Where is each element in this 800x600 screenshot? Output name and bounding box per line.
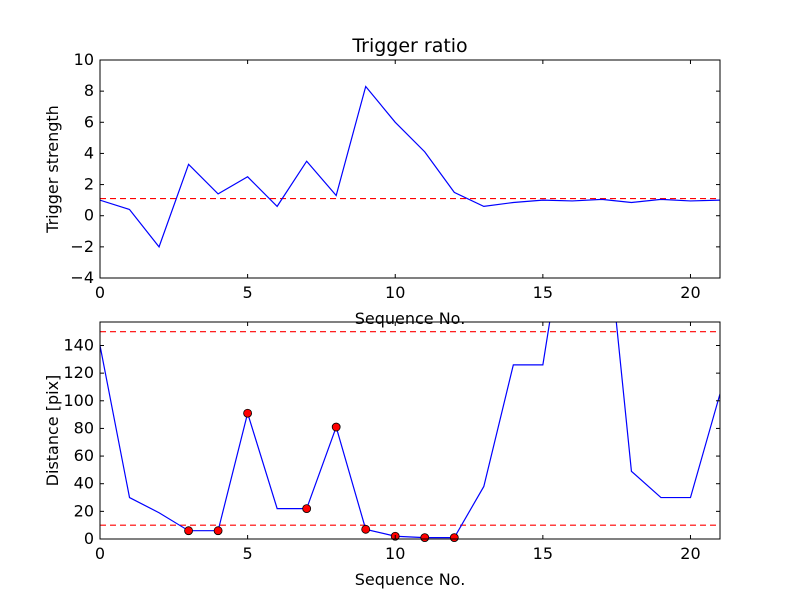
top-y-tick-label: 8 — [84, 81, 94, 100]
bottom-plot-panel: 0 5 10 15 20 0 20 40 60 80 100 120 140 Sequence No. Di… — [43, 321, 721, 589]
bottom-y-axis-label: Distance [pix] — [43, 375, 62, 487]
top-y-tick-label: 6 — [84, 112, 94, 131]
top-x-tick-label: 20 — [680, 283, 700, 302]
bottom-marker-point — [331, 422, 341, 432]
bottom-y-tick-label: 20 — [74, 501, 94, 520]
bottom-marker-point — [213, 526, 223, 536]
top-chart-title: Trigger ratio — [351, 35, 467, 57]
top-y-tick-label: 2 — [84, 175, 94, 194]
bottom-marker-point — [449, 533, 459, 543]
bottom-marker-point — [243, 408, 253, 418]
bottom-y-tick-label: 0 — [84, 529, 94, 548]
top-y-tick-label: −4 — [70, 268, 94, 287]
bottom-y-tick-label: 80 — [74, 418, 94, 437]
top-plot-frame — [99, 59, 721, 279]
top-y-axis-label: Trigger strength — [43, 105, 62, 234]
top-y-tick-label: 10 — [74, 50, 94, 69]
top-x-tick-label: 5 — [243, 283, 253, 302]
bottom-marker-point — [184, 526, 193, 536]
top-x-tick-label: 10 — [385, 283, 405, 302]
bottom-plot-frame — [99, 321, 721, 540]
top-x-tick-label: 15 — [533, 283, 553, 302]
bottom-x-tick-label: 0 — [95, 544, 105, 563]
bottom-x-tick-label: 15 — [533, 544, 553, 563]
top-y-tick-label: −2 — [70, 237, 94, 256]
bottom-x-tick-label: 10 — [385, 544, 405, 563]
bottom-y-tick-label: 100 — [63, 391, 94, 410]
top-y-tick-label: 4 — [84, 143, 94, 162]
bottom-y-tick-label: 40 — [74, 474, 94, 493]
top-plot-panel: 0 5 10 15 20 −4 −2 0 2 4 6 8 10 Trigger ratio Sequence… — [43, 35, 721, 328]
bottom-series-line-0 — [100, 322, 720, 539]
top-series-line-0 — [100, 85, 720, 249]
bottom-x-axis-label: Sequence No. — [355, 570, 466, 589]
bottom-x-tick-label: 5 — [243, 544, 253, 563]
bottom-y-tick-label: 140 — [63, 335, 94, 354]
bottom-marker-point — [302, 504, 312, 513]
bottom-y-tick-label: 120 — [63, 363, 94, 382]
bottom-marker-point — [361, 524, 371, 534]
top-x-tick-label: 0 — [95, 283, 105, 302]
bottom-x-tick-label: 20 — [680, 544, 700, 563]
top-y-tick-label: 0 — [84, 206, 94, 225]
top-x-axis-label: Sequence No. — [355, 309, 466, 328]
bottom-y-tick-label: 60 — [74, 446, 94, 465]
bottom-marker-point — [420, 533, 430, 543]
